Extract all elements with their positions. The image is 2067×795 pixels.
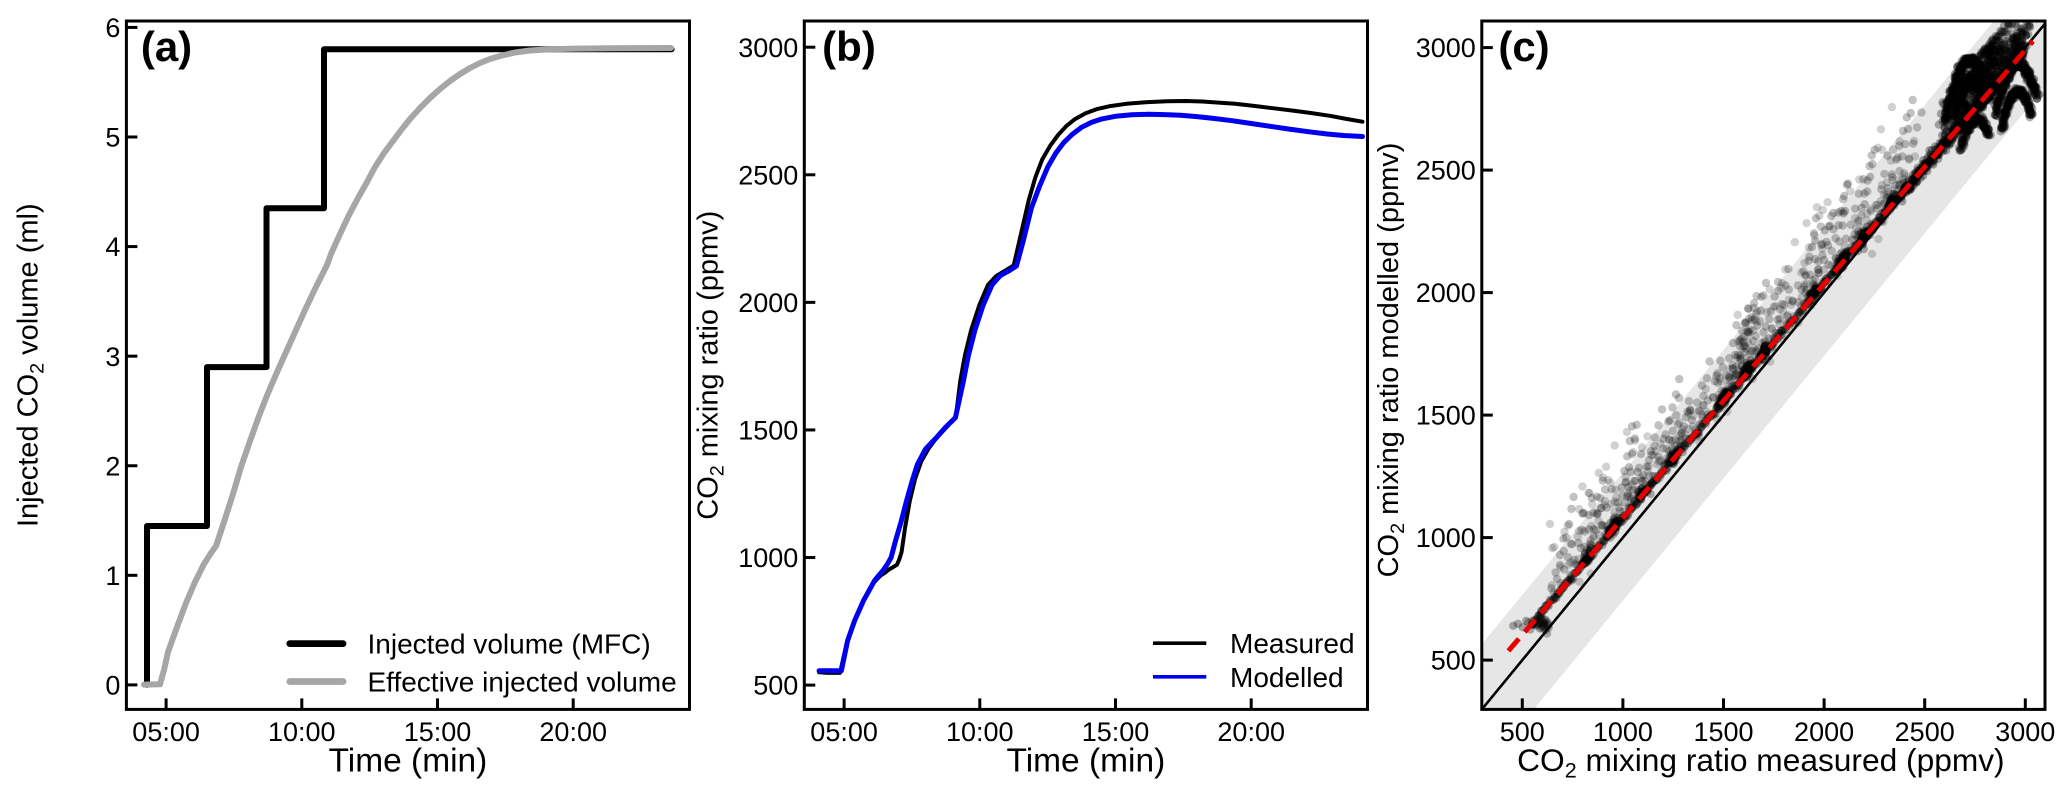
svg-text:CO2 mixing ratio measured (ppm: CO2 mixing ratio measured (ppmv) — [1517, 742, 2004, 782]
svg-text:1: 1 — [105, 561, 120, 591]
svg-text:(b): (b) — [822, 23, 876, 70]
svg-text:2000: 2000 — [1416, 278, 1476, 308]
svg-text:CO2 mixing ratio (ppmv): CO2 mixing ratio (ppmv) — [693, 211, 729, 520]
svg-text:Time (min): Time (min) — [329, 743, 488, 780]
svg-text:10:00: 10:00 — [946, 717, 1014, 747]
svg-text:1500: 1500 — [738, 416, 798, 446]
svg-text:20:00: 20:00 — [1217, 717, 1285, 747]
svg-text:3000: 3000 — [1416, 33, 1476, 63]
svg-text:6: 6 — [105, 13, 120, 43]
svg-text:Effective injected volume: Effective injected volume — [368, 667, 677, 698]
svg-text:Time (min): Time (min) — [1006, 743, 1165, 780]
svg-text:20:00: 20:00 — [539, 717, 607, 747]
svg-text:(c): (c) — [1498, 23, 1549, 70]
svg-text:2000: 2000 — [738, 288, 798, 318]
svg-text:10:00: 10:00 — [268, 717, 336, 747]
svg-text:5: 5 — [105, 123, 120, 153]
svg-text:1000: 1000 — [738, 543, 798, 573]
svg-text:2500: 2500 — [738, 160, 798, 190]
svg-text:3: 3 — [105, 342, 120, 372]
svg-text:4: 4 — [105, 232, 120, 262]
svg-text:500: 500 — [1431, 646, 1476, 676]
svg-text:3000: 3000 — [738, 33, 798, 63]
svg-text:Injected volume (MFC): Injected volume (MFC) — [368, 629, 651, 660]
svg-text:2500: 2500 — [1416, 156, 1476, 186]
svg-text:Measured: Measured — [1230, 628, 1355, 659]
svg-text:1500: 1500 — [1416, 401, 1476, 431]
svg-text:Modelled: Modelled — [1230, 662, 1344, 693]
svg-text:1000: 1000 — [1416, 523, 1476, 553]
svg-text:(a): (a) — [141, 23, 192, 70]
svg-text:500: 500 — [753, 671, 798, 701]
svg-text:15:00: 15:00 — [1082, 717, 1150, 747]
svg-text:CO2 mixing ratio modelled (ppm: CO2 mixing ratio modelled (ppmv) — [1373, 143, 1409, 578]
svg-text:05:00: 05:00 — [810, 717, 878, 747]
svg-text:05:00: 05:00 — [132, 717, 200, 747]
svg-text:2: 2 — [105, 451, 120, 481]
svg-text:0: 0 — [105, 671, 120, 701]
svg-text:15:00: 15:00 — [404, 717, 472, 747]
